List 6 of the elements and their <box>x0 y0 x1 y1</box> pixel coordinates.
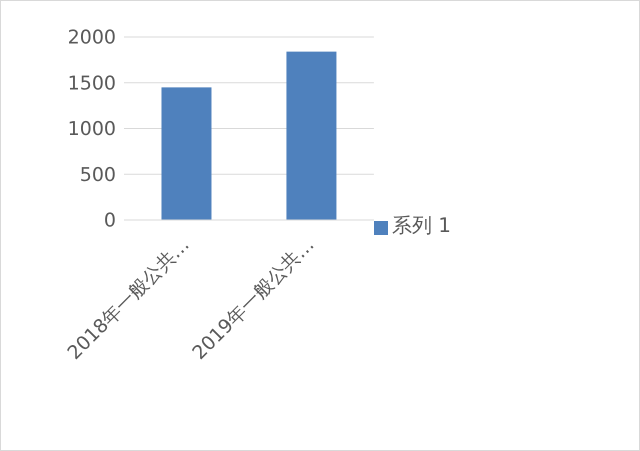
legend-label: 系列 1 <box>392 213 451 237</box>
y-tick-label: 0 <box>104 210 116 232</box>
y-tick-label: 1000 <box>68 118 116 140</box>
y-tick-label: 1500 <box>68 72 116 94</box>
y-tick-label: 2000 <box>68 26 116 49</box>
y-tick-label: 500 <box>80 164 116 186</box>
